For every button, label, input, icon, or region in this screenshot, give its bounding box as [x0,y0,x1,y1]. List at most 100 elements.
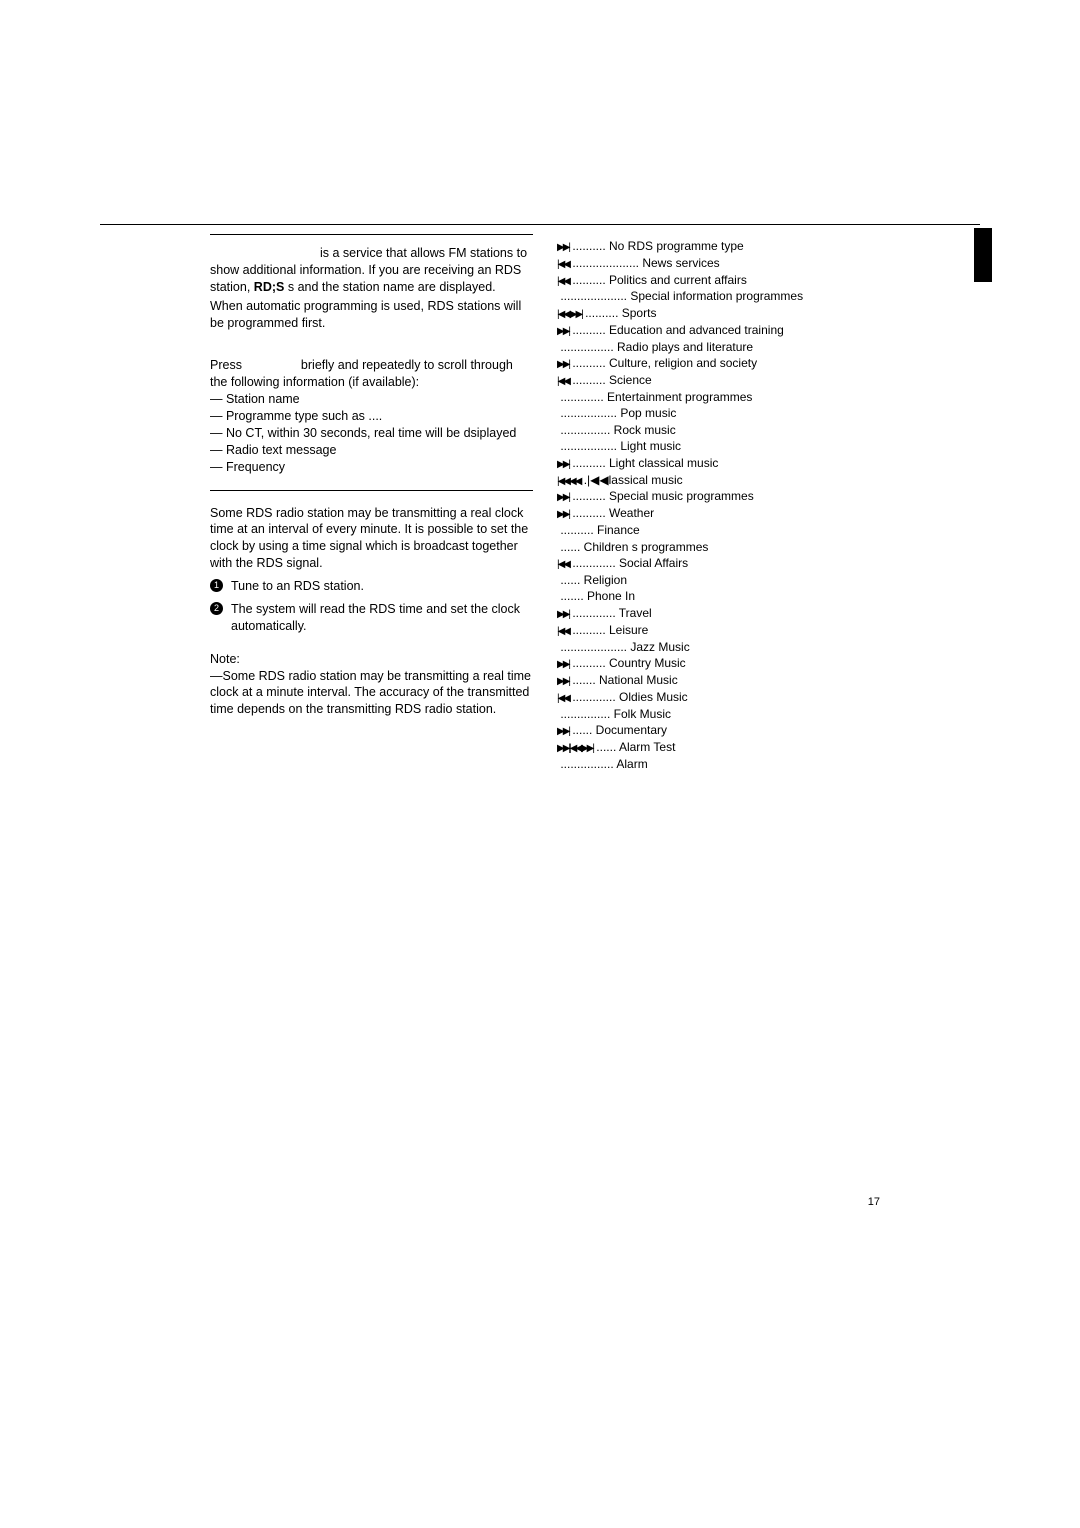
pty-label: .|◀◀lassical music [580,473,682,487]
pty-label: ................. Pop music [557,406,676,420]
transport-icon: ▶▶| [557,725,569,739]
pty-row: |◀◀ ............. Oldies Music [557,689,880,706]
pty-row: ▶▶| .......... Culture, religion and soc… [557,355,880,372]
pty-label: ....... National Music [569,673,678,687]
step-2: 2 The system will read the RDS time and … [210,601,533,635]
transport-icon: ▶▶| [557,491,569,505]
pty-label: ................ Alarm [557,757,648,771]
pty-label: ...... Alarm Test [593,740,675,754]
scroll-item: — Station name [210,391,533,408]
pty-label: .......... Leisure [569,623,648,637]
pty-label: .......... No RDS programme type [569,239,744,253]
pty-label: ............... Rock music [557,423,676,437]
page-number: 17 [868,1196,880,1208]
left-column: is a service that allows FM stations to … [210,230,533,772]
pty-row: ▶▶| .......... Weather [557,505,880,522]
section-rule [210,234,533,235]
pty-row: .......... Finance [557,522,880,539]
pty-row: ................ Radio plays and literat… [557,339,880,356]
transport-icon: ▶▶| [557,658,569,672]
transport-icon: |◀◀◀◀ [557,475,580,489]
scroll-section: Press briefly and repeatedly to scroll t… [210,357,533,475]
pty-label: .................... Special information… [557,289,803,303]
pty-label: ................ Radio plays and literat… [557,340,753,354]
pty-row: ............... Folk Music [557,706,880,723]
pty-row: ▶▶| .......... No RDS programme type [557,238,880,255]
section-rule [210,490,533,491]
transport-icon: |◀◀ [557,692,569,706]
pty-label: ............. Oldies Music [569,690,688,704]
transport-icon: ▶▶| [557,358,569,372]
scroll-instruction: Press briefly and repeatedly to scroll t… [210,357,533,391]
pty-label: ............. Travel [569,606,652,620]
pty-row: |◀◀ ▶▶| .......... Sports [557,305,880,322]
intro-text-2: When automatic programming is used, RDS … [210,298,533,332]
pty-label: ............. Social Affairs [569,556,688,570]
pty-label: .......... Sports [582,306,657,320]
pty-row: ............... Rock music [557,422,880,439]
pty-label: .......... Weather [569,506,654,520]
pty-row: |◀◀◀◀ .|◀◀lassical music [557,472,880,489]
step-2-text: The system will read the RDS time and se… [231,601,533,635]
pty-row: .................... Jazz Music [557,639,880,656]
transport-icon: ▶▶| [557,325,569,339]
pty-label: .................... Jazz Music [557,640,690,654]
side-tab [974,228,992,282]
clock-paragraph: Some RDS radio station may be transmitti… [210,505,533,573]
pty-label: ................. Light music [557,439,681,453]
pty-row: ▶▶| .......... Education and advanced tr… [557,322,880,339]
pty-label: ...... Religion [557,573,627,587]
pty-row: ▶▶| ............. Travel [557,605,880,622]
scroll-item: — Frequency [210,459,533,476]
pty-row: |◀◀ .......... Science [557,372,880,389]
transport-icon: ▶▶| [557,241,569,255]
pty-row: .................... Special information… [557,288,880,305]
press-tail: briefly and repeatedly to scroll through… [210,358,513,389]
pty-row: |◀◀ .......... Leisure [557,622,880,639]
scroll-item: — Programme type such as .... [210,408,533,425]
pty-label: ............... Folk Music [557,707,671,721]
transport-icon: ▶▶| [557,508,569,522]
pty-row: ................. Light music [557,438,880,455]
rds-indicator-bold: RD;S [254,280,285,294]
transport-icon: |◀◀ ▶▶| [557,308,582,322]
transport-icon: |◀◀ [557,275,569,289]
transport-icon: ▶▶| [557,675,569,689]
note-title: Note: [210,651,533,668]
rds-intro: is a service that allows FM stations to … [210,245,533,296]
step-2-badge: 2 [210,602,223,615]
pty-label: ............. Entertainment programmes [557,390,752,404]
pty-row: ▶▶| .......... Country Music [557,655,880,672]
pty-label: .......... Science [569,373,652,387]
pty-label: .......... Education and advanced traini… [569,323,784,337]
press-label: Press [210,358,242,372]
pty-row: ...... Religion [557,572,880,589]
scroll-item: — No CT, within 30 seconds, real time wi… [210,425,533,442]
transport-icon: ▶▶| [557,458,569,472]
pty-label: .......... Culture, religion and society [569,356,757,370]
pty-label: ...... Children s programmes [557,540,708,554]
pty-row: ▶▶||◀◀▶▶| ...... Alarm Test [557,739,880,756]
transport-icon: |◀◀ [557,258,569,272]
pty-row: ▶▶| ....... National Music [557,672,880,689]
pty-row: ▶▶| .......... Light classical music [557,455,880,472]
pty-row: ....... Phone In [557,588,880,605]
pty-label: ...... Documentary [569,723,667,737]
pty-row: ▶▶| .......... Special music programmes [557,488,880,505]
pty-label: .......... Special music programmes [569,489,754,503]
step-1-text: Tune to an RDS station. [231,578,364,595]
page-top-rule [100,224,980,225]
pty-label: .......... Politics and current affairs [569,273,747,287]
page-content: is a service that allows FM stations to … [0,0,1080,772]
pty-row: |◀◀ .................... News services [557,255,880,272]
intro-text-1b: s and the station name are displayed. [288,280,496,294]
pty-row: |◀◀ ............. Social Affairs [557,555,880,572]
step-1: 1 Tune to an RDS station. [210,578,533,595]
pty-row: ...... Children s programmes [557,539,880,556]
pty-row: ............. Entertainment programmes [557,389,880,406]
pty-row: ▶▶| ...... Documentary [557,722,880,739]
scroll-item: — Radio text message [210,442,533,459]
pty-label: .......... Country Music [569,656,686,670]
transport-icon: |◀◀ [557,558,569,572]
pty-row: ................ Alarm [557,756,880,773]
